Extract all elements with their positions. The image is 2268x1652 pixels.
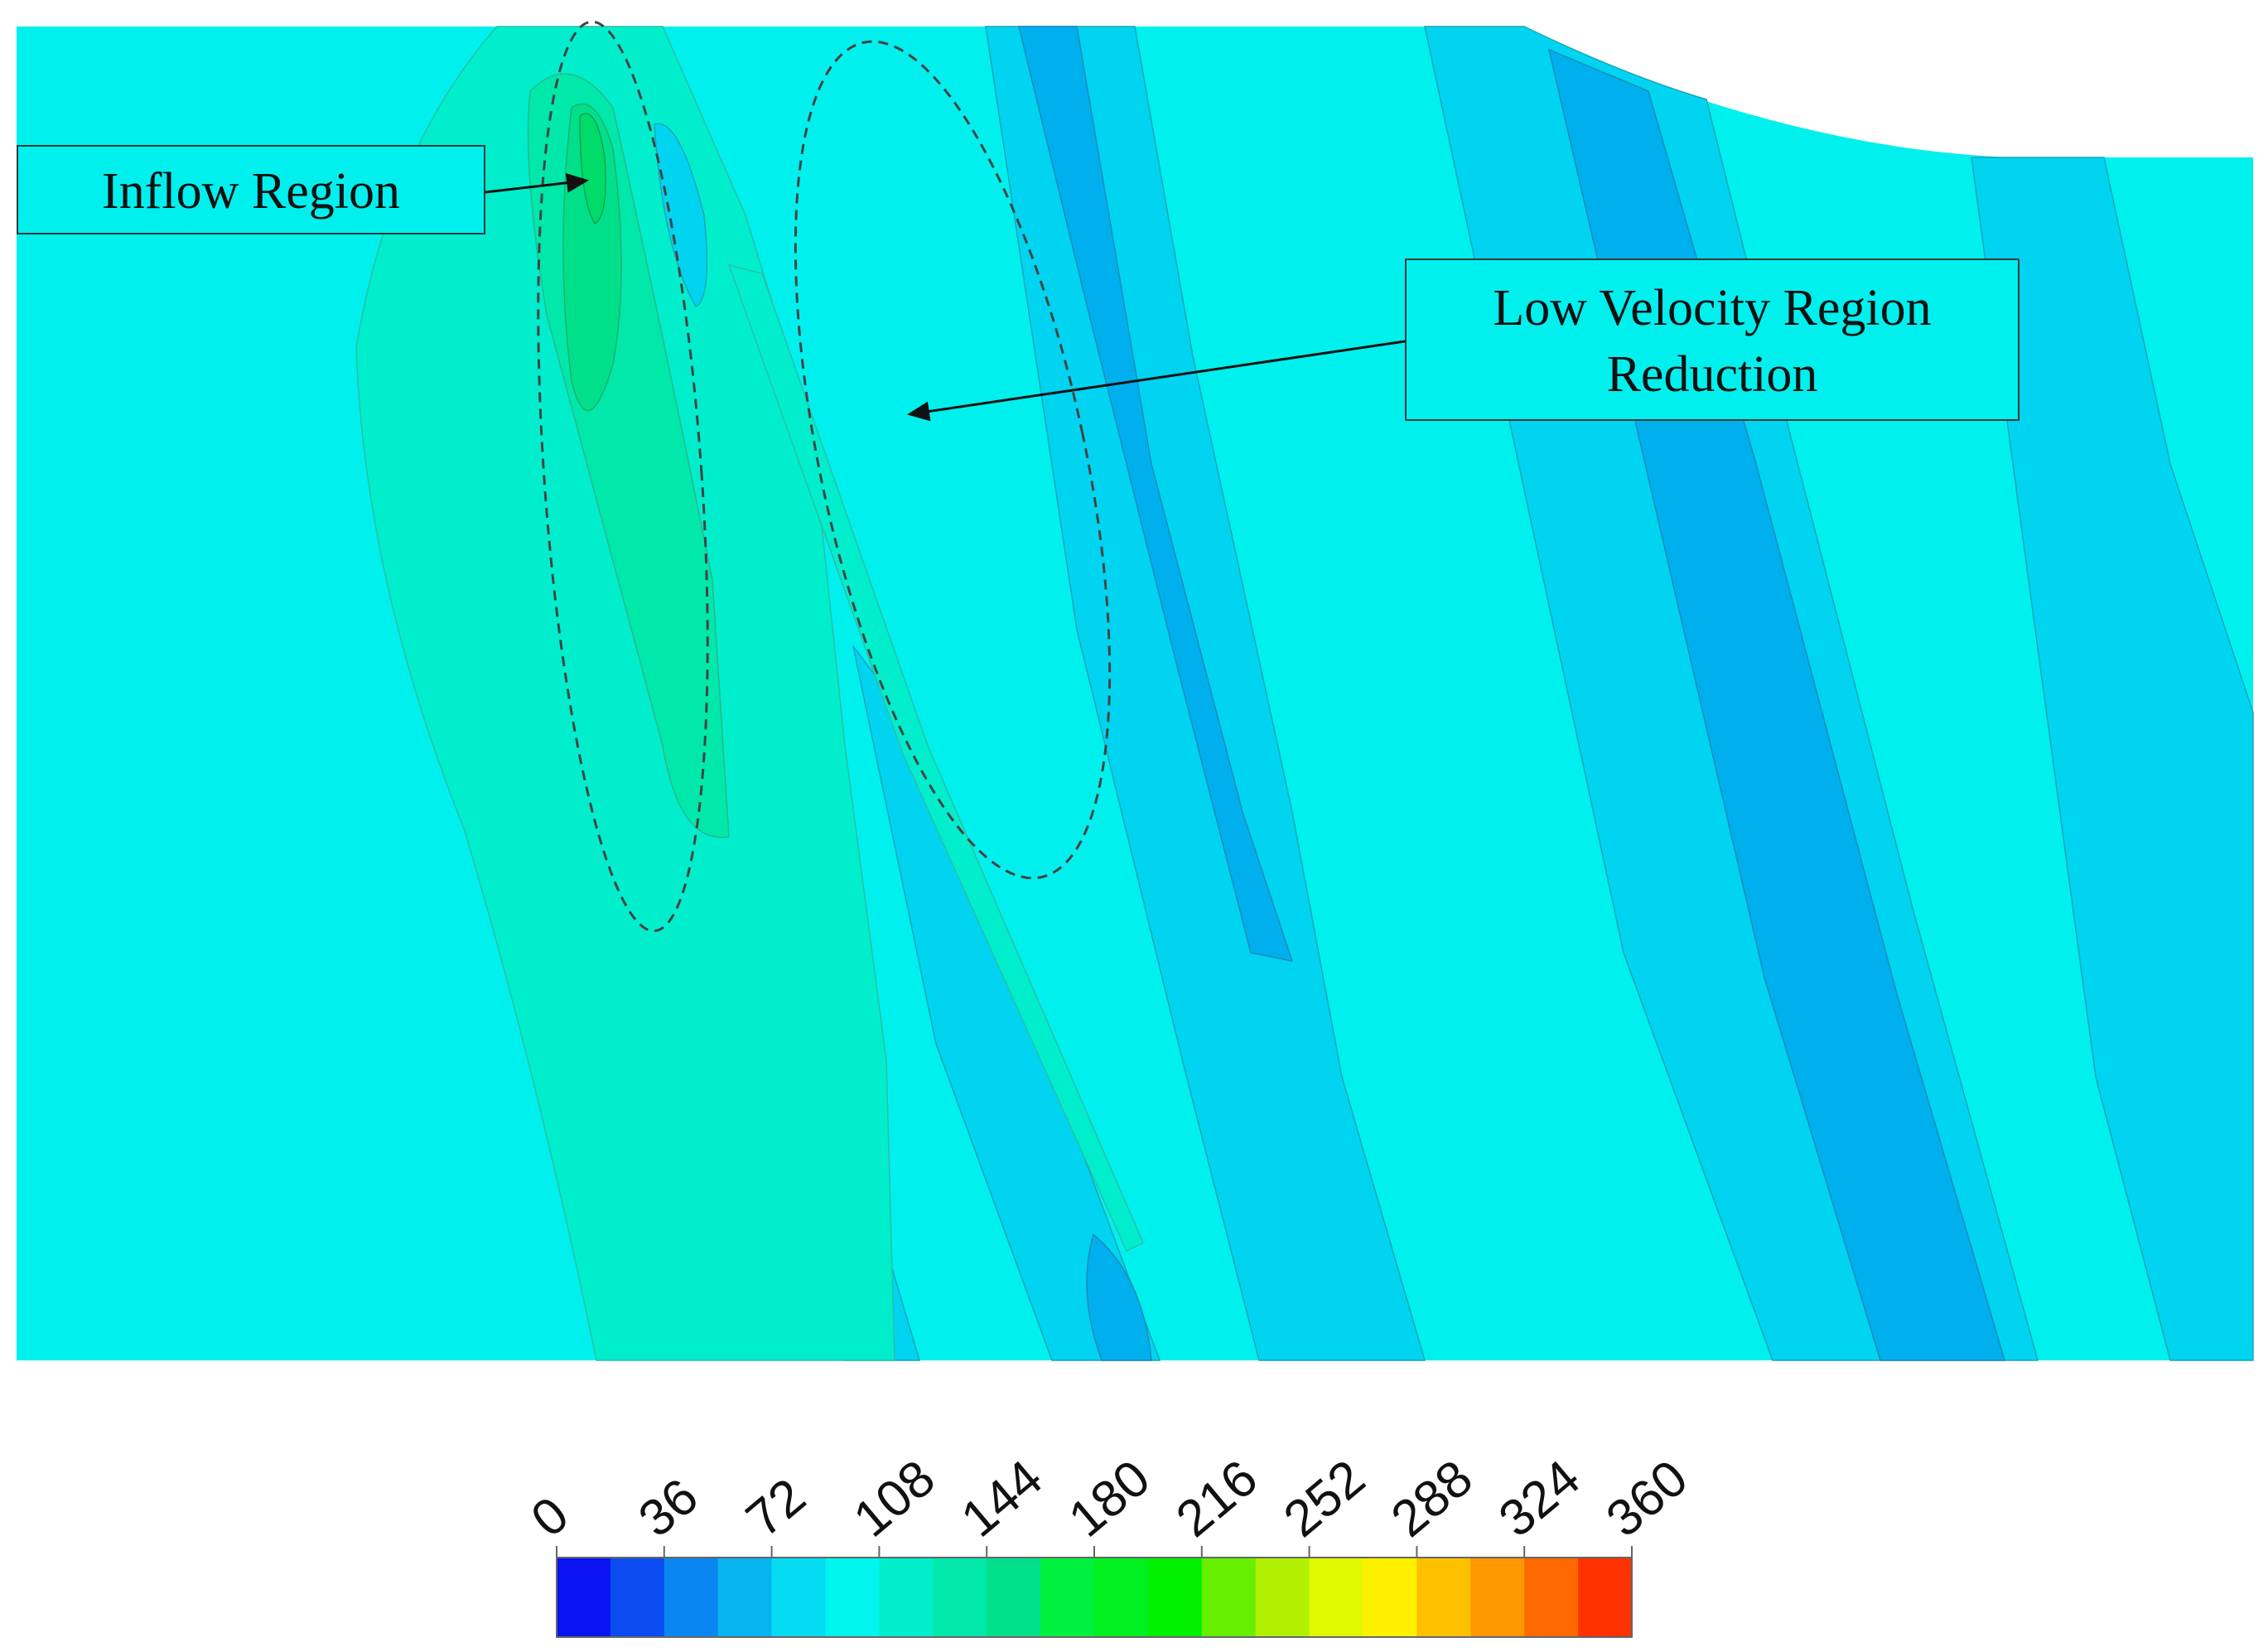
colorbar-swatch (1255, 1558, 1310, 1637)
inflow-arrow (485, 172, 589, 194)
colorbar-tick-label: 36 (628, 1468, 708, 1548)
colorbar-tick-label: 324 (1489, 1449, 1591, 1548)
colorbar-swatch (1363, 1558, 1417, 1637)
colorbar-swatch (933, 1558, 987, 1637)
low-velocity-ellipse (794, 40, 1112, 880)
colorbar-tick-label: 108 (843, 1449, 946, 1548)
colorbar-swatch (717, 1558, 773, 1637)
low-velocity-arrow (907, 340, 1406, 422)
low-velocity-label: Low Velocity Region Reduction (1405, 258, 2019, 421)
low-velocity-label-line1: Low Velocity Region (1493, 280, 1932, 336)
colorbar-swatch (1201, 1558, 1257, 1637)
contour-band (1086, 1233, 1152, 1361)
colorbar-swatch (664, 1558, 719, 1637)
low-velocity-label-line2: Reduction (1606, 346, 1818, 403)
colorbar-tick-label: 252 (1273, 1449, 1376, 1548)
colorbar-swatch (1147, 1558, 1203, 1637)
colorbar-tick-label: 0 (521, 1486, 580, 1548)
colorbar-tick-label: 216 (1165, 1449, 1268, 1548)
contour-band (355, 26, 895, 1361)
colorbar-swatch (610, 1558, 665, 1637)
colorbar-swatch (1524, 1558, 1579, 1637)
colorbar-swatch (1470, 1558, 1525, 1637)
colorbar-swatch (825, 1558, 880, 1637)
colorbar-swatch (1094, 1558, 1149, 1637)
contour-band (1971, 157, 2254, 1361)
contour-band (1018, 26, 1294, 962)
contour-band (727, 263, 1144, 1253)
colorbar-swatch (1578, 1558, 1633, 1637)
colorbar-swatch (987, 1558, 1041, 1637)
contour-band (654, 123, 708, 307)
colorbar-tick-label: 180 (1059, 1449, 1161, 1548)
inflow-ellipse (537, 20, 709, 933)
colorbar: 0 36 72 108 144 180 216 252 288 324 360 (521, 1449, 1699, 1638)
colorbar-swatch (771, 1558, 826, 1637)
colorbar-swatch (1040, 1558, 1095, 1637)
colorbar-swatch (1309, 1558, 1363, 1637)
colorbar-tick-label: 144 (951, 1449, 1054, 1548)
colorbar-tick-label: 72 (736, 1468, 816, 1548)
colorbar-swatch (557, 1558, 611, 1637)
inflow-region-label: Inflow Region (17, 145, 485, 234)
colorbar-swatch (879, 1558, 934, 1637)
colorbar-swatch (1416, 1558, 1471, 1637)
colorbar-tick-label: 288 (1381, 1449, 1484, 1548)
colorbar-tick-label: 360 (1596, 1449, 1699, 1548)
